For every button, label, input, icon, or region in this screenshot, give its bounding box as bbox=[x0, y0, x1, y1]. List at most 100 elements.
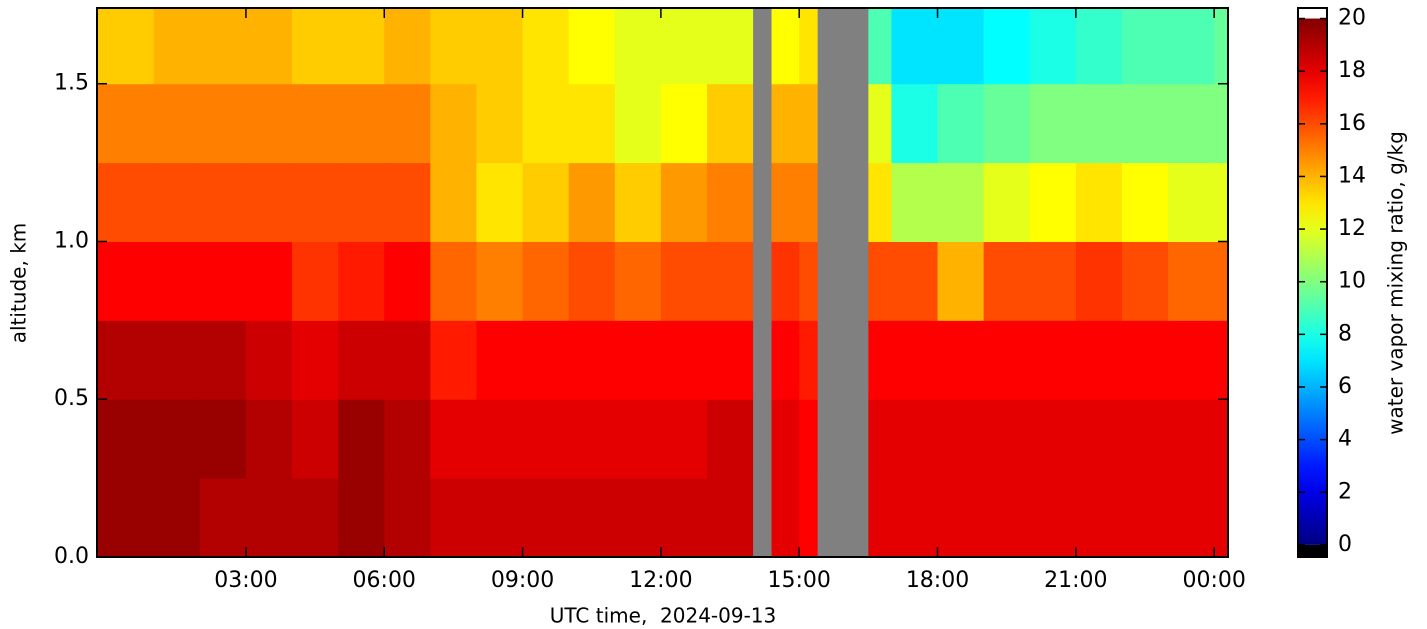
heatmap-cell bbox=[983, 83, 1031, 164]
heatmap-cell bbox=[245, 478, 293, 558]
heatmap-cell bbox=[245, 83, 293, 164]
missing-data bbox=[753, 241, 773, 321]
heatmap-cell bbox=[1121, 478, 1169, 558]
colorbar-frame bbox=[1297, 7, 1328, 558]
heatmap-cell bbox=[199, 83, 247, 164]
heatmap-cell bbox=[522, 399, 570, 479]
heatmap-cell bbox=[614, 478, 662, 558]
heatmap-cell bbox=[1075, 8, 1123, 85]
heatmap-cell bbox=[614, 8, 662, 85]
heatmap-cell bbox=[338, 83, 385, 164]
heatmap-cell bbox=[891, 162, 939, 242]
heatmap-cell bbox=[430, 399, 477, 479]
heatmap-cell bbox=[1121, 399, 1169, 479]
heatmap-cell bbox=[568, 241, 616, 321]
heatmap-cell bbox=[891, 478, 939, 558]
heatmap-cell bbox=[199, 478, 247, 558]
heatmap-cell bbox=[983, 478, 1031, 558]
heatmap-cell bbox=[706, 241, 754, 321]
y-axis-label: altitude, km bbox=[7, 223, 31, 344]
colorbar-tick-label: 18 bbox=[1338, 58, 1366, 83]
heatmap-cell bbox=[199, 241, 247, 321]
heatmap-cell bbox=[868, 241, 892, 321]
colorbar-tick-label: 0 bbox=[1338, 532, 1352, 557]
heatmap-cell bbox=[937, 83, 985, 164]
heatmap-cell bbox=[660, 478, 708, 558]
heatmap-cell bbox=[384, 8, 431, 85]
heatmap-cell bbox=[1214, 320, 1229, 400]
heatmap-cell bbox=[292, 241, 339, 321]
heatmap-cell bbox=[338, 162, 385, 242]
heatmap-cell bbox=[983, 8, 1031, 85]
y-tick-label: 1.5 bbox=[54, 71, 89, 96]
heatmap-cell bbox=[891, 83, 939, 164]
heatmap-cell bbox=[97, 478, 155, 558]
heatmap-cell bbox=[1168, 399, 1215, 479]
heatmap-cell bbox=[430, 478, 477, 558]
heatmap-cell bbox=[384, 399, 431, 479]
heatmap-cell bbox=[1121, 320, 1169, 400]
heatmap-cell bbox=[476, 8, 524, 85]
heatmap-cell bbox=[891, 241, 939, 321]
heatmap-cell bbox=[660, 399, 708, 479]
heatmap-cell bbox=[292, 83, 339, 164]
heatmap-cell bbox=[771, 478, 800, 558]
heatmap-cell bbox=[568, 478, 616, 558]
heatmap-cell bbox=[153, 83, 201, 164]
heatmap-cell bbox=[153, 8, 201, 85]
heatmap-cell bbox=[97, 8, 155, 85]
heatmap-cell bbox=[568, 83, 616, 164]
heatmap-cell bbox=[153, 241, 201, 321]
heatmap-cell bbox=[1214, 162, 1229, 242]
heatmap-cell bbox=[292, 478, 339, 558]
heatmap-cell bbox=[522, 241, 570, 321]
heatmap-cell bbox=[937, 162, 985, 242]
heatmap-cell bbox=[799, 478, 819, 558]
heatmap-cell bbox=[868, 320, 892, 400]
heatmap-cell bbox=[97, 83, 155, 164]
x-tick-label: 03:00 bbox=[214, 568, 277, 593]
heatmap-cell bbox=[522, 83, 570, 164]
missing-data bbox=[817, 162, 869, 242]
heatmap-cell bbox=[476, 241, 524, 321]
missing-data bbox=[753, 83, 773, 164]
heatmap-cell bbox=[771, 162, 800, 242]
heatmap-cell bbox=[799, 241, 819, 321]
heatmap-cell bbox=[614, 83, 662, 164]
heatmap-cell bbox=[771, 399, 800, 479]
heatmap-cell bbox=[771, 8, 800, 85]
heatmap-cell bbox=[1029, 478, 1077, 558]
heatmap-cell bbox=[476, 478, 524, 558]
heatmap-cell bbox=[1168, 162, 1215, 242]
colorbar-tick-label: 10 bbox=[1338, 269, 1366, 294]
heatmap-cell bbox=[660, 83, 708, 164]
heatmap-cell bbox=[1075, 162, 1123, 242]
x-tick-label: 09:00 bbox=[491, 568, 554, 593]
heatmap-cell bbox=[771, 320, 800, 400]
heatmap-cell bbox=[1214, 478, 1229, 558]
heatmap-cell bbox=[384, 241, 431, 321]
heatmap-cell bbox=[338, 478, 385, 558]
heatmap-cell bbox=[476, 320, 524, 400]
heatmap-cell bbox=[430, 320, 477, 400]
heatmap-cell bbox=[338, 241, 385, 321]
missing-data bbox=[817, 241, 869, 321]
missing-data bbox=[817, 320, 869, 400]
heatmap-cell bbox=[338, 8, 385, 85]
missing-data bbox=[817, 8, 869, 85]
heatmap-cell bbox=[799, 320, 819, 400]
heatmap-cell bbox=[568, 320, 616, 400]
x-tick-label: 12:00 bbox=[629, 568, 692, 593]
heatmap-cell bbox=[937, 241, 985, 321]
colorbar-tick-label: 6 bbox=[1338, 374, 1352, 399]
heatmap-cell bbox=[97, 162, 155, 242]
heatmap-cell bbox=[245, 8, 293, 85]
heatmap-cell bbox=[1121, 8, 1169, 85]
plot-frame bbox=[96, 7, 1229, 558]
heatmap-cell bbox=[568, 8, 616, 85]
heatmap-cell bbox=[706, 162, 754, 242]
missing-data bbox=[817, 478, 869, 558]
heatmap-cell bbox=[1214, 83, 1229, 164]
heatmap-cell bbox=[706, 83, 754, 164]
heatmap-cell bbox=[1168, 8, 1215, 85]
